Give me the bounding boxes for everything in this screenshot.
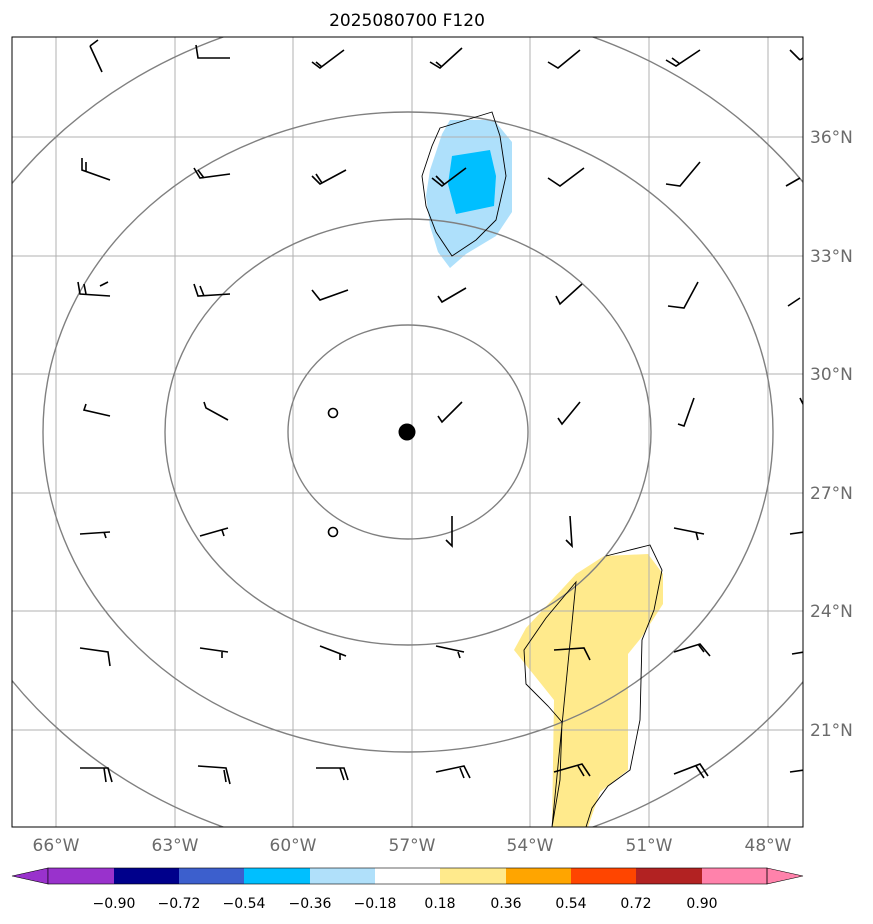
positive-anomaly-area <box>514 554 663 827</box>
colorbar-label: 0.36 <box>490 896 521 912</box>
lon-tick-labels: 66°W 63°W 60°W 57°W 54°W 51°W 48°W <box>33 836 792 856</box>
lon-tick-label: 51°W <box>626 836 673 856</box>
colorbar-segment <box>636 868 702 884</box>
colorbar-segment <box>114 868 179 884</box>
colorbar-segment <box>179 868 244 884</box>
lat-gridlines <box>12 136 803 731</box>
storm-center-marker <box>398 423 416 441</box>
negative-contour <box>421 111 507 257</box>
wind-barbs <box>77 39 803 785</box>
lon-tick-label: 54°W <box>507 836 554 856</box>
colorbar-segment <box>571 868 636 884</box>
colorbar-label: 0.18 <box>424 896 455 912</box>
map-title: 2025080700 F120 <box>329 11 485 31</box>
colorbar-segment <box>244 868 310 884</box>
map-panel <box>12 37 803 827</box>
colorbar-frame <box>47 867 768 885</box>
colorbar-label: 0.72 <box>620 896 651 912</box>
lat-tick-label: 33°N <box>810 247 853 267</box>
map-frame <box>11 36 804 828</box>
colorbar-label: −0.18 <box>354 896 397 912</box>
colorbar-label: −0.72 <box>158 896 201 912</box>
colorbar-label: −0.36 <box>289 896 332 912</box>
lon-tick-label: 66°W <box>33 836 80 856</box>
colorbar-extend-low <box>11 867 49 885</box>
lon-gridlines <box>55 37 769 827</box>
lat-tick-label: 24°N <box>810 602 853 622</box>
lat-tick-label: 30°N <box>810 365 853 385</box>
lat-tick-label: 36°N <box>810 128 853 148</box>
colorbar-segment <box>310 868 375 884</box>
lat-tick-labels: 36°N 33°N 30°N 27°N 24°N 21°N <box>810 128 853 741</box>
lat-tick-label: 27°N <box>810 484 853 504</box>
colorbar-label: 0.90 <box>686 896 717 912</box>
colorbar-label: −0.90 <box>93 896 136 912</box>
colorbar-segment <box>48 868 114 884</box>
lat-tick-label: 21°N <box>810 721 853 741</box>
colorbar-segment <box>440 868 506 884</box>
lon-tick-label: 60°W <box>270 836 317 856</box>
positive-contour <box>523 544 663 827</box>
distance-rings <box>12 37 803 827</box>
colorbar-segment <box>375 868 440 884</box>
lon-tick-label: 57°W <box>389 836 436 856</box>
colorbar-segment <box>506 868 571 884</box>
colorbar: −0.90 −0.72 −0.54 −0.36 −0.18 0.18 0.36 … <box>11 867 804 912</box>
colorbar-extend-high <box>766 867 804 885</box>
lon-tick-label: 63°W <box>152 836 199 856</box>
negative-anomaly-inner <box>448 150 496 214</box>
colorbar-label: 0.54 <box>555 896 586 912</box>
colorbar-segment <box>702 868 767 884</box>
colorbar-label: −0.54 <box>223 896 266 912</box>
lon-tick-label: 48°W <box>745 836 792 856</box>
